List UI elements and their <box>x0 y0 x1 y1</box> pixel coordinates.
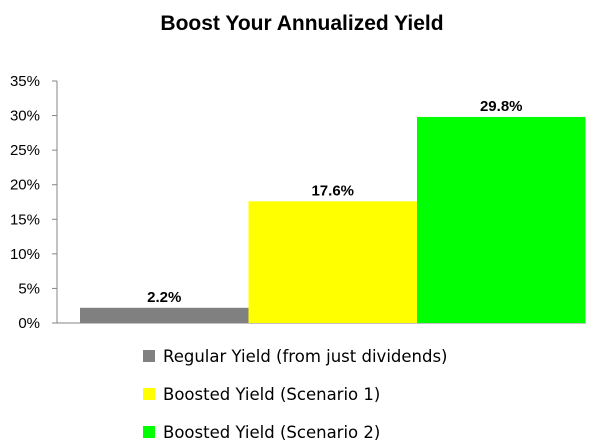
bar-1 <box>80 307 249 323</box>
y-tick-label: 0% <box>18 315 40 332</box>
y-tick-label: 20% <box>10 177 40 194</box>
bar-2 <box>248 201 417 323</box>
chart-title: Boost Your Annualized Yield <box>160 12 443 35</box>
y-tick-label: 30% <box>10 108 40 125</box>
y-tick-label: 25% <box>10 142 40 159</box>
y-tick-label: 5% <box>18 280 40 297</box>
legend-swatch-1 <box>143 350 155 362</box>
y-tick-label: 35% <box>10 73 40 90</box>
data-labels: 2.2% 17.6% 29.8% <box>147 98 522 306</box>
legend-label-1: Regular Yield (from just dividends) <box>163 347 448 366</box>
data-label-1: 2.2% <box>147 289 181 306</box>
bar-3 <box>417 116 586 323</box>
legend-label-3: Boosted Yield (Scenario 2) <box>163 423 380 442</box>
legend-label-2: Boosted Yield (Scenario 1) <box>163 385 380 404</box>
data-label-2: 17.6% <box>311 182 354 199</box>
bars <box>80 116 586 323</box>
y-tick-label: 10% <box>10 246 40 263</box>
legend: Regular Yield (from just dividends) Boost… <box>143 347 448 442</box>
y-tick-label: 15% <box>10 211 40 228</box>
plot-area: 0% 5% 10% 15% 20% 25% 30% 35% 2.2% 17.6% 29.8% <box>10 73 586 332</box>
legend-swatch-2 <box>143 388 155 400</box>
y-ticks: 0% 5% 10% 15% 20% 25% 30% 35% <box>10 73 57 332</box>
data-label-3: 29.8% <box>480 98 523 115</box>
legend-swatch-3 <box>143 426 155 438</box>
